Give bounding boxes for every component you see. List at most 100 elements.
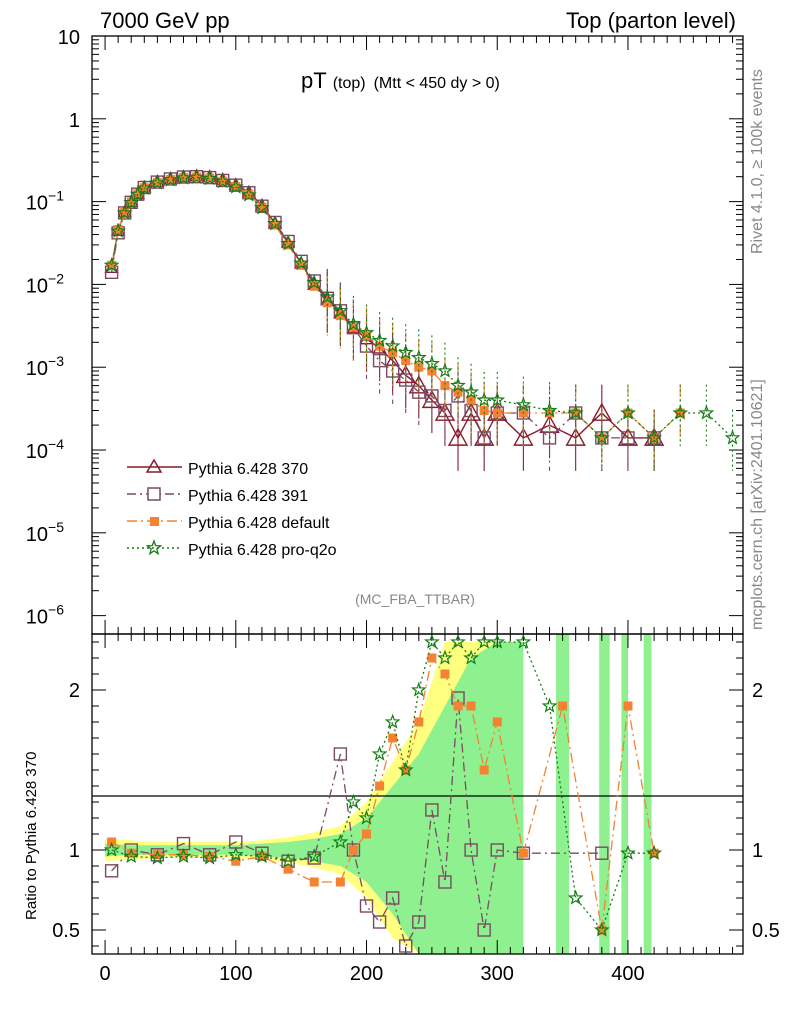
legend-label-370: Pythia 6.428 370 xyxy=(188,461,308,478)
main-point xyxy=(227,178,244,194)
ratio-point xyxy=(362,829,372,839)
ytick-label: 10−2 xyxy=(26,270,64,297)
main-point xyxy=(453,387,463,397)
ratio-point xyxy=(346,843,361,857)
title-sub: (top) xyxy=(333,75,366,92)
ratio-point xyxy=(149,849,166,865)
ratio-point xyxy=(333,747,348,761)
legend-label-391: Pythia 6.428 391 xyxy=(188,488,308,505)
main-point xyxy=(103,256,120,273)
ratio-point xyxy=(492,717,502,727)
main-point xyxy=(283,240,293,250)
main-point xyxy=(293,255,310,271)
main-point xyxy=(240,186,257,202)
ratio-series-line xyxy=(111,697,602,948)
ytick-label: 10 xyxy=(58,27,80,49)
main-point xyxy=(192,172,202,182)
ytick-label: 10−6 xyxy=(26,602,64,629)
main-series-line xyxy=(110,176,655,440)
main-point xyxy=(463,383,480,399)
ratio-point xyxy=(463,649,480,665)
ratio-point xyxy=(437,649,453,665)
ratio-ytick-label: 1 xyxy=(69,840,80,862)
ratio-point xyxy=(332,833,349,849)
main-point xyxy=(698,404,715,420)
xtick-label: 0 xyxy=(100,963,111,985)
main-point xyxy=(335,311,345,321)
main-point xyxy=(205,173,215,183)
main-point xyxy=(201,170,218,186)
ratio-point xyxy=(104,864,119,878)
ratio-point xyxy=(476,634,493,649)
band-green-high-pt xyxy=(599,634,610,954)
ratio-point xyxy=(103,841,120,857)
main-point xyxy=(724,429,741,445)
xtick-label: 100 xyxy=(219,963,252,985)
ratio-point xyxy=(335,877,345,887)
ratio-point xyxy=(126,848,136,858)
main-point xyxy=(440,381,450,391)
legend-entry-default: Pythia 6.428 default xyxy=(127,515,330,532)
mc-uncertainty-bands xyxy=(105,634,652,954)
ratio-point xyxy=(597,925,607,935)
legend-entry-q2o: Pythia 6.428 pro-q2o xyxy=(127,539,337,559)
ratio-point xyxy=(595,846,609,860)
main-point xyxy=(384,337,401,353)
main-point xyxy=(450,377,466,393)
ratio-point xyxy=(179,850,189,860)
rivet-label: Rivet 4.1.0, ≥ 100k events xyxy=(749,69,766,254)
main-point xyxy=(567,404,584,420)
ratio-point xyxy=(175,848,192,864)
main-point xyxy=(675,408,685,418)
main-series-0 xyxy=(104,168,665,471)
ytick-label: 10−3 xyxy=(26,353,64,380)
ratio-point xyxy=(345,793,362,809)
xtick-label: 400 xyxy=(611,963,644,985)
band-green-high-pt xyxy=(643,634,652,954)
ratio-point xyxy=(427,653,437,663)
main-series-line xyxy=(110,175,655,440)
ratio-point xyxy=(399,939,413,953)
ratio-point xyxy=(201,849,218,865)
legend-label-default: Pythia 6.428 default xyxy=(188,515,330,532)
main-point xyxy=(397,344,414,360)
mcplots-label: mcplots.cern.ch [arXiv:2401.10621] xyxy=(749,379,766,630)
main-point xyxy=(410,349,427,365)
legend-entry-391: Pythia 6.428 391 xyxy=(127,487,308,505)
ratio-point xyxy=(646,844,663,860)
main-point xyxy=(408,375,429,394)
analysis-tag: (MC_FBA_TTBAR) xyxy=(355,591,475,607)
main-point xyxy=(270,220,280,230)
main-point xyxy=(175,169,192,185)
plot-title: pT (top) (Mtt < 450 dy > 0) xyxy=(301,68,500,93)
main-point xyxy=(257,202,267,212)
main-point xyxy=(165,174,175,184)
main-point xyxy=(358,324,375,340)
main-point xyxy=(280,235,297,251)
main-point xyxy=(620,404,636,420)
legend-label-q2o: Pythia 6.428 pro-q2o xyxy=(188,542,337,559)
ratio-point xyxy=(516,846,531,860)
ratio-point xyxy=(280,852,297,868)
ratio-point xyxy=(307,851,321,865)
ratio-point xyxy=(593,921,610,937)
header-right: Top (parton level) xyxy=(566,8,736,33)
ratio-point xyxy=(283,864,293,874)
ratio-series xyxy=(103,634,663,953)
main-point xyxy=(597,433,607,443)
ratio-point xyxy=(450,634,466,649)
ratio-point xyxy=(123,848,140,864)
main-point xyxy=(322,298,332,308)
ratio-point xyxy=(358,809,375,825)
main-series-3 xyxy=(103,169,741,471)
ratio-point xyxy=(440,669,450,679)
main-point xyxy=(149,174,166,190)
title-main: pT xyxy=(301,68,327,93)
main-point xyxy=(437,362,453,378)
ratio-point xyxy=(385,891,400,905)
ratio-point xyxy=(541,697,558,713)
main-series-1 xyxy=(104,169,661,471)
ratio-point xyxy=(414,717,424,727)
main-point xyxy=(123,194,140,210)
